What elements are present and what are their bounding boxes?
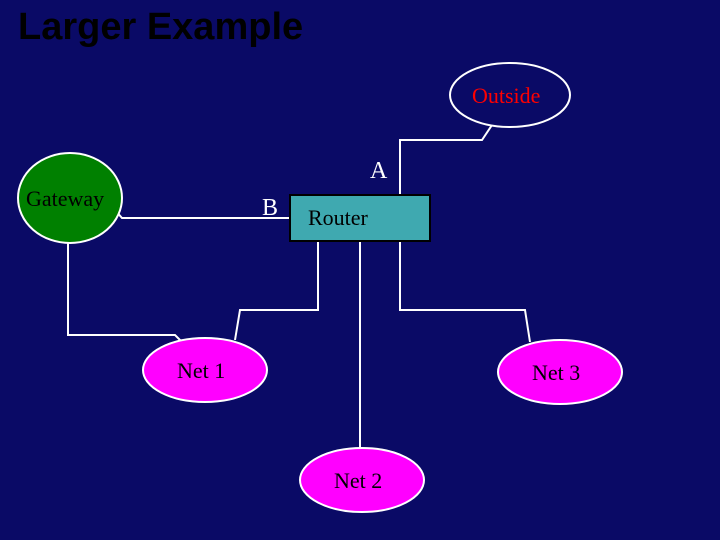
diagram-canvas [0, 0, 720, 540]
net1-label: Net 1 [177, 358, 225, 384]
edge [235, 241, 318, 340]
router-label: Router [308, 205, 368, 231]
edge [68, 243, 182, 342]
net2-label: Net 2 [334, 468, 382, 494]
router-port-a: A [370, 158, 387, 185]
edge [400, 122, 494, 195]
net3-label: Net 3 [532, 360, 580, 386]
outside-label: Outside [472, 83, 540, 109]
router-port-b: B [262, 195, 278, 222]
slide-title: Larger Example [18, 6, 303, 49]
edge [400, 241, 530, 342]
gateway-label: Gateway [26, 186, 104, 212]
